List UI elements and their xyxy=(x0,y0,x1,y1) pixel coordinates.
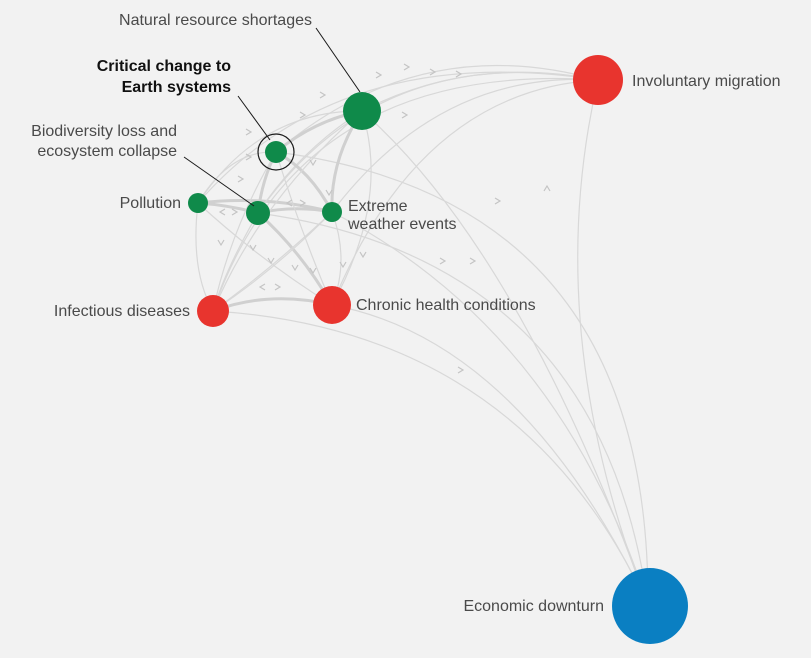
arrow-mark xyxy=(267,257,275,265)
edges xyxy=(195,64,649,606)
leader-line xyxy=(237,95,271,141)
labels: Natural resource shortages Critical chan… xyxy=(31,12,780,615)
leader-line xyxy=(183,156,255,207)
edge xyxy=(275,64,599,153)
node-chronic-health-conditions[interactable] xyxy=(313,286,351,324)
arrow-mark xyxy=(249,244,257,252)
label-biodiversity-loss-line1: Biodiversity loss and xyxy=(31,123,177,140)
edge xyxy=(197,71,599,204)
edge xyxy=(361,110,649,606)
arrow-mark xyxy=(457,366,465,374)
arrow-mark xyxy=(359,251,367,259)
node-natural-resource-shortages[interactable] xyxy=(343,92,381,130)
edge xyxy=(577,79,649,606)
arrow-mark xyxy=(309,267,317,275)
arrow-mark xyxy=(231,208,239,216)
node-economic-downturn[interactable] xyxy=(612,568,688,644)
node-critical-change-ring xyxy=(257,133,295,171)
label-economic-downturn: Economic downturn xyxy=(463,598,604,615)
edge xyxy=(331,110,372,306)
arrow-mark xyxy=(217,239,225,247)
label-infectious-diseases: Infectious diseases xyxy=(54,303,190,320)
arrow-mark xyxy=(375,71,383,79)
arrow-mark xyxy=(258,283,266,291)
arrow-mark xyxy=(245,153,253,161)
edge xyxy=(212,151,277,312)
arrow-mark xyxy=(309,159,317,167)
arrow-mark xyxy=(291,264,299,272)
arrow-mark xyxy=(285,199,293,207)
edge xyxy=(331,79,599,306)
label-pollution: Pollution xyxy=(120,195,181,212)
edge xyxy=(212,211,333,312)
edge xyxy=(195,202,214,312)
label-critical-change-line2: Earth systems xyxy=(122,79,231,96)
edge xyxy=(197,202,333,306)
nodes xyxy=(188,55,688,644)
label-critical-change-line1: Critical change to xyxy=(97,58,231,75)
edge xyxy=(212,110,363,312)
arrow-mark xyxy=(494,197,502,205)
arrow-mark xyxy=(218,208,226,216)
edge xyxy=(257,212,649,606)
edge xyxy=(212,310,649,606)
label-extreme-weather-line2: weather events xyxy=(347,216,457,233)
arrow-mark xyxy=(245,128,253,136)
leader-lines xyxy=(183,27,361,207)
label-extreme-weather-line1: Extreme xyxy=(348,198,408,215)
arrow-mark xyxy=(299,111,307,119)
label-natural-resource-shortages: Natural resource shortages xyxy=(119,12,312,29)
leader-line xyxy=(315,27,361,93)
node-extreme-weather-events[interactable] xyxy=(322,202,342,222)
arrow-mark xyxy=(455,70,463,78)
node-involuntary-migration[interactable] xyxy=(573,55,623,105)
edge xyxy=(257,71,599,214)
arrow-mark xyxy=(339,261,347,269)
arrow-mark xyxy=(469,257,477,265)
arrow-mark xyxy=(325,189,333,197)
edge-arrows xyxy=(217,63,551,374)
edge xyxy=(331,78,599,213)
node-infectious-diseases[interactable] xyxy=(197,295,229,327)
arrow-mark xyxy=(543,184,551,192)
arrow-mark xyxy=(403,63,411,71)
arrow-mark xyxy=(299,199,307,207)
node-pollution[interactable] xyxy=(188,193,208,213)
label-involuntary-migration: Involuntary migration xyxy=(632,73,781,90)
label-chronic-health-conditions: Chronic health conditions xyxy=(356,297,536,314)
arrow-mark xyxy=(274,283,282,291)
edge xyxy=(275,151,649,606)
arrow-mark xyxy=(237,175,245,183)
arrow-mark xyxy=(439,257,447,265)
arrow-mark xyxy=(319,91,327,99)
arrow-mark xyxy=(429,68,437,76)
edge xyxy=(212,211,333,312)
edge xyxy=(331,304,649,606)
edge xyxy=(331,211,649,606)
node-biodiversity-loss[interactable] xyxy=(246,201,270,225)
arrow-mark xyxy=(401,111,409,119)
label-biodiversity-loss-line2: ecosystem collapse xyxy=(37,143,177,160)
node-critical-change-earth-systems[interactable] xyxy=(265,141,287,163)
